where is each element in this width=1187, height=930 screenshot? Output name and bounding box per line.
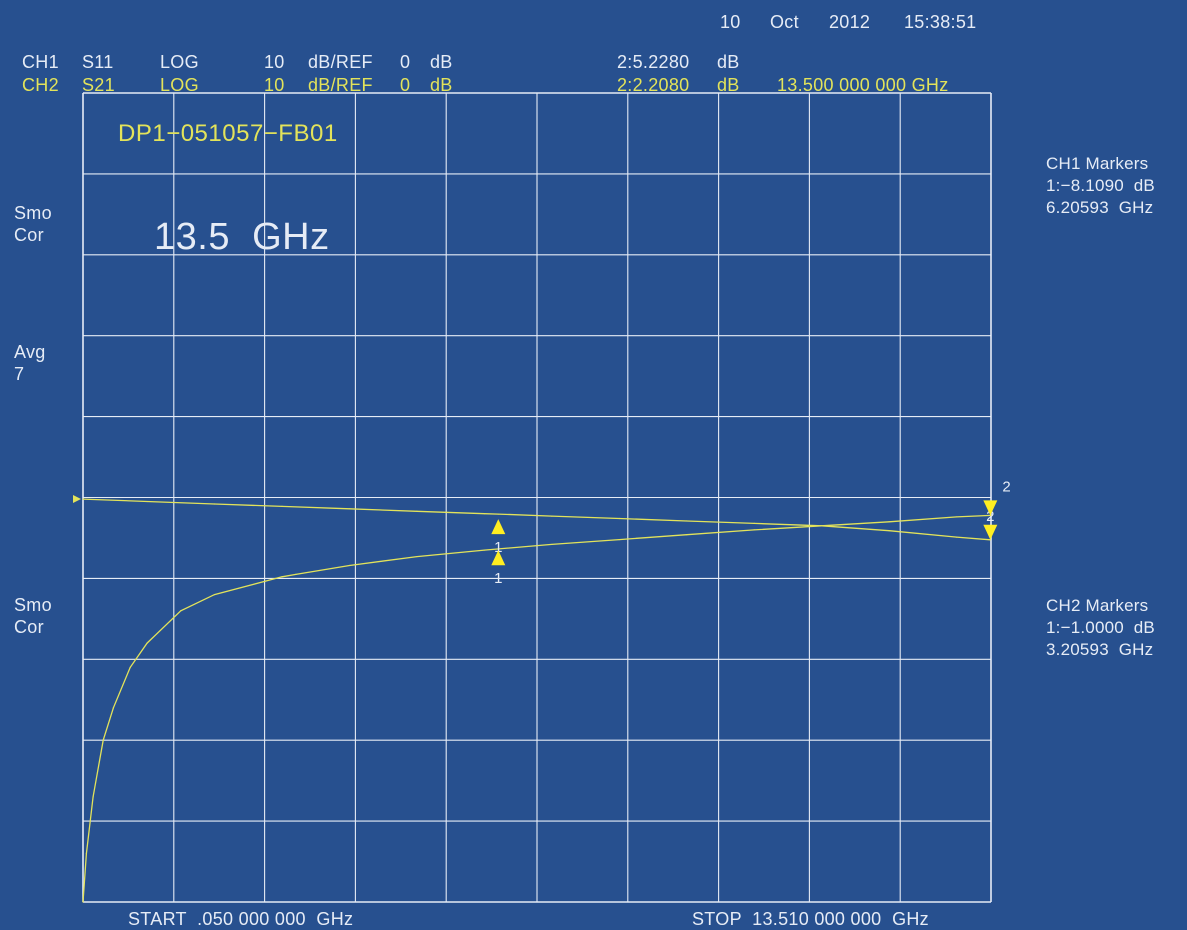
date-month: Oct xyxy=(770,12,799,32)
trace-2-point xyxy=(618,538,620,541)
trace-2-point xyxy=(281,576,283,578)
trace-2-point xyxy=(295,573,297,575)
trace-2-point xyxy=(213,593,216,596)
ch2-ref: 0 xyxy=(400,75,411,95)
ch2-marker-1-value: 1:−1.0000 dB xyxy=(1046,618,1155,637)
trace-2-point xyxy=(955,516,958,518)
ch1-parameter: S11 xyxy=(82,52,114,72)
ch1-markers-title: CH1 Markers xyxy=(1046,154,1149,173)
trace-1-point xyxy=(281,505,283,507)
trace-1-point xyxy=(416,510,418,512)
ch2-marker-readout: 2:2.2080 xyxy=(617,75,690,95)
trace-2-point xyxy=(112,707,114,709)
trace-1-point xyxy=(146,500,148,503)
traces xyxy=(82,498,992,903)
averaging-indicator: Avg xyxy=(14,342,46,362)
trace-1-point xyxy=(686,520,688,522)
marker-1-label: 1 xyxy=(494,570,502,587)
ch1-smoothing-indicator: Smo xyxy=(14,203,52,223)
marker-2-down xyxy=(983,524,998,540)
trace-2-point xyxy=(348,564,351,567)
ch2-scale: 10 xyxy=(264,75,285,95)
date-day: 10 xyxy=(720,12,741,32)
trace-1-point xyxy=(955,536,958,538)
trace-2-point xyxy=(551,543,553,546)
time: 15:38:51 xyxy=(904,12,977,32)
trace-2-point xyxy=(888,521,890,523)
trace-2-point xyxy=(821,525,823,527)
ch2-marker-1-frequency: 3.20593 GHz xyxy=(1046,640,1154,659)
trace-1-point xyxy=(483,513,485,515)
trace-series-2 xyxy=(82,514,992,903)
ch1-scale: 10 xyxy=(264,52,285,72)
trace-1-point xyxy=(348,508,351,510)
trace-1-point xyxy=(888,530,890,532)
ch1-marker-1-value: 1:−8.1090 dB xyxy=(1046,176,1155,195)
trace-1-point xyxy=(989,539,991,541)
trace-1-point xyxy=(753,522,755,524)
trace-2-point xyxy=(146,642,148,644)
ch1-marker-unit: dB xyxy=(717,52,740,72)
trace-1-point xyxy=(551,515,553,517)
trace-series-1 xyxy=(82,498,991,541)
ch2-marker-frequency: 13.500 000 000 GHz xyxy=(777,75,949,95)
ch2-ref-unit: dB xyxy=(430,75,453,95)
trace-2-point xyxy=(82,901,84,903)
ch1-ref-unit: dB xyxy=(430,52,453,72)
ch2-parameter: S21 xyxy=(82,75,115,95)
date-year: 2012 xyxy=(829,12,871,32)
trace-2-point xyxy=(129,666,131,668)
marker-1-up xyxy=(491,550,506,566)
marker-2-label: 2 xyxy=(986,508,994,525)
ch2-smoothing-indicator: Smo xyxy=(14,595,52,615)
ch1-marker-readout: 2:5.2280 xyxy=(617,52,690,72)
trace-2-point xyxy=(483,549,485,551)
trace-2-point xyxy=(686,534,688,536)
trace-2-point xyxy=(416,555,418,558)
chart-title: DP1−051057−FB01 xyxy=(118,120,338,147)
marker-1-up xyxy=(491,519,506,535)
trace-1-point xyxy=(618,517,620,520)
trace-1-point xyxy=(82,498,84,500)
stop-frequency: STOP 13.510 000 000 GHz xyxy=(692,909,929,929)
start-frequency: START .050 000 000 GHz xyxy=(128,909,354,929)
trace-2-point xyxy=(180,610,182,612)
ch2-markers-title: CH2 Markers xyxy=(1046,596,1149,615)
trace-2-point xyxy=(990,514,992,516)
ch1-correction-indicator: Cor xyxy=(14,225,44,245)
marker-1-label: 1 xyxy=(494,539,502,556)
markers: 1 2 1 2 xyxy=(491,478,1011,587)
averaging-count: 7 xyxy=(14,364,25,384)
ch2-correction-indicator: Cor xyxy=(14,617,44,637)
ch2-marker-unit: dB xyxy=(717,75,740,95)
trace-1-point xyxy=(497,513,499,515)
ch2-format: LOG xyxy=(160,75,199,95)
trace-1-point xyxy=(213,503,216,505)
ch1-format: LOG xyxy=(160,52,199,72)
ch1-marker-1-frequency: 6.20593 GHz xyxy=(1046,198,1154,217)
ch1-scale-unit: dB/REF xyxy=(308,52,373,72)
trace-2-point xyxy=(102,739,104,741)
ch2-scale-unit: dB/REF xyxy=(308,75,373,95)
ch1-label: CH1 xyxy=(22,52,59,72)
ch1-ref: 0 xyxy=(400,52,411,72)
graticule-grid xyxy=(82,92,992,903)
marker-2-label: 2 xyxy=(1002,478,1010,495)
frequency-annotation: 13.5 GHz xyxy=(154,216,330,258)
trace-2-point xyxy=(92,796,94,798)
ch2-label: CH2 xyxy=(22,75,59,95)
reference-level-pointer xyxy=(73,495,81,503)
trace-2-point xyxy=(753,529,755,531)
marker-2-down xyxy=(983,500,998,516)
trace-2-point xyxy=(85,852,87,855)
